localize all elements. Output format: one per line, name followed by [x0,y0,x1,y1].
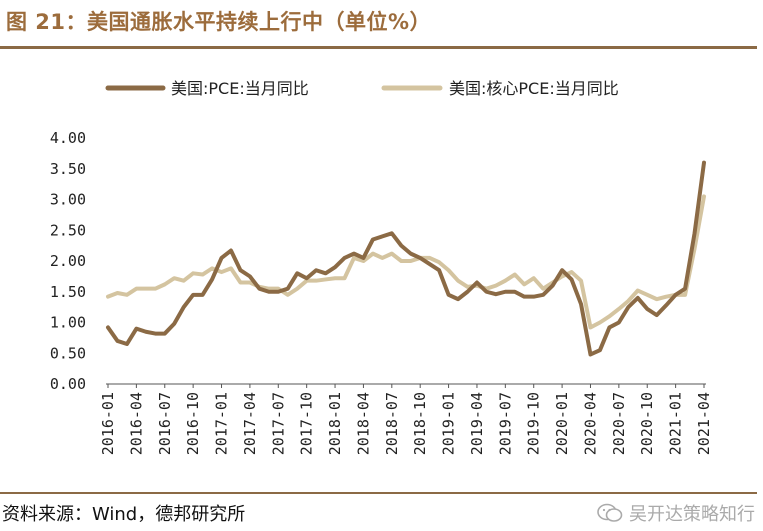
x-tick-label: 2019-04 [468,392,486,455]
title-divider [0,46,757,49]
y-tick-label: 3.50 [50,160,86,178]
series-line-pce [106,160,706,357]
y-tick-label: 0.00 [50,375,86,393]
y-tick-label: 1.50 [50,283,86,301]
x-tick-label: 2018-04 [354,392,372,455]
x-tick-label: 2021-01 [667,392,685,455]
watermark-text: 吴开达策略知行 [629,504,755,525]
x-tick-label: 2020-04 [581,392,599,455]
x-tick-label: 2016-04 [127,392,145,455]
x-tick-label: 2016-10 [184,392,202,455]
x-tick-label: 2017-07 [269,392,287,455]
y-tick-label: 2.00 [50,252,86,270]
x-tick-label: 2021-04 [695,392,713,455]
x-tick-label: 2018-07 [383,392,401,455]
x-tick-label: 2020-10 [638,392,656,455]
y-axis: 0.00 0.50 1.00 1.50 2.00 2.50 3.00 3.50 4.00 [50,129,86,393]
legend-label-core-pce: 美国:核心PCE:当月同比 [449,79,619,98]
source-note: 资料来源：Wind，德邦研究所 [2,504,246,525]
x-tick-label: 2019-10 [525,392,543,455]
x-axis: 2016-01 2016-04 2016-07 2016-10 2017-01 2017-… [99,383,713,455]
legend: 美国:PCE:当月同比 美国:核心PCE:当月同比 [105,79,619,98]
y-tick-label: 3.00 [50,191,86,209]
x-tick-label: 2018-10 [411,392,429,455]
wechat-icon [597,503,623,522]
footer-divider [0,492,757,494]
x-tick-label: 2019-07 [496,392,514,455]
y-tick-label: 0.50 [50,344,86,362]
y-tick-label: 2.50 [50,221,86,239]
x-tick-label: 2018-01 [326,392,344,455]
watermark: 吴开达策略知行 [597,500,755,526]
figure-title: 图 21：美国通胀水平持续上行中（单位%） [6,10,432,34]
y-tick-label: 4.00 [50,129,86,147]
series-layer [106,160,706,357]
series-line-core-pce [106,194,706,330]
x-tick-label: 2016-01 [99,392,117,455]
x-tick-label: 2017-01 [213,392,231,455]
line-chart: 美国:PCE:当月同比 美国:核心PCE:当月同比 0.00 0.50 1.00 1.… [50,79,713,455]
x-tick-label: 2017-10 [298,392,316,455]
x-tick-label: 2020-07 [610,392,628,455]
x-tick-label: 2019-01 [440,392,458,455]
x-tick-label: 2020-01 [553,392,571,455]
y-tick-label: 1.00 [50,314,86,332]
legend-label-pce: 美国:PCE:当月同比 [171,79,309,98]
x-tick-label: 2017-04 [241,392,259,455]
x-tick-label: 2016-07 [156,392,174,455]
